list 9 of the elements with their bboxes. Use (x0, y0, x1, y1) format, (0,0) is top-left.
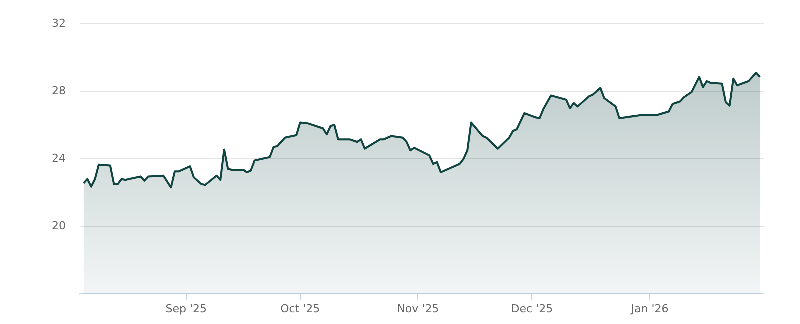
y-tick-label: 32 (52, 16, 66, 30)
x-tick-label: Jan '26 (630, 302, 669, 316)
y-tick-label: 20 (52, 219, 66, 232)
x-tick-label: Oct '25 (280, 302, 320, 316)
y-tick-label: 24 (52, 152, 66, 165)
x-tick-label: Nov '25 (397, 302, 440, 316)
y-tick-label: 28 (52, 84, 66, 98)
x-tick-label: Dec '25 (511, 302, 554, 316)
x-tick-label: Sep '25 (166, 302, 208, 316)
